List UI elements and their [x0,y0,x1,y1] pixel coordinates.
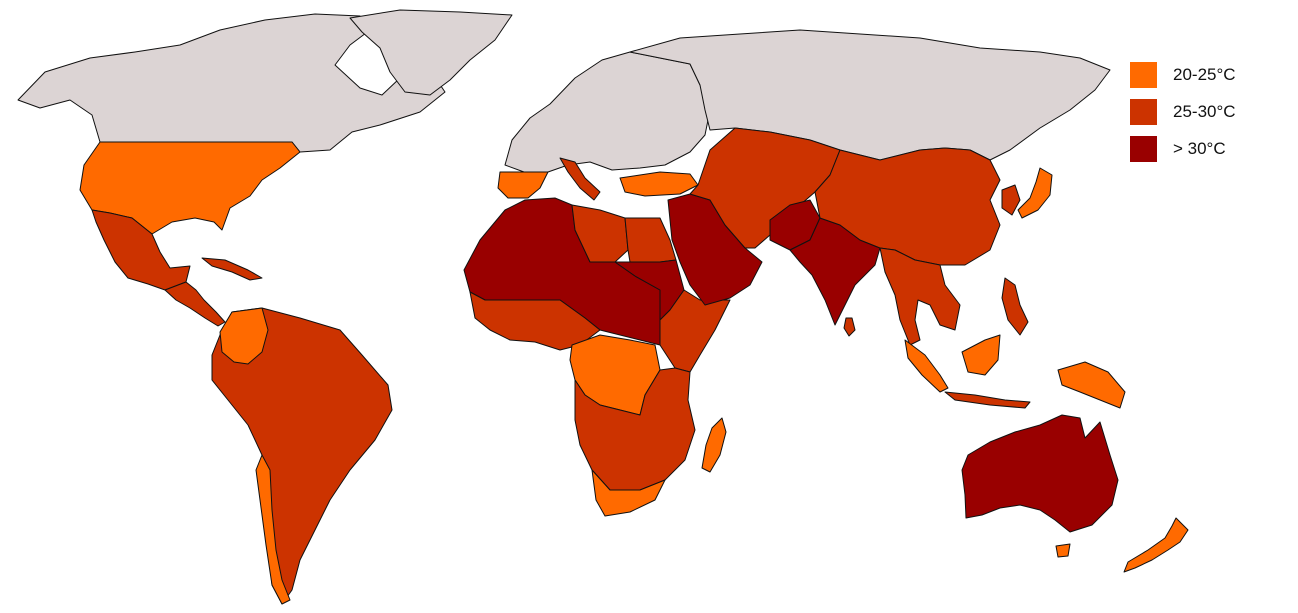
legend-swatch [1130,136,1157,162]
region-sri-lanka [843,317,856,337]
region-chile [255,454,291,605]
region-colombia [219,307,269,365]
region-borneo [961,334,1001,376]
region-south-america [211,307,393,605]
region-java [944,391,1031,409]
region-new-guinea [1057,361,1126,409]
region-south-africa [591,469,666,517]
region-australia [961,414,1119,533]
region-southeast-asia [879,247,961,346]
region-korea [1001,184,1021,216]
region-sumatra [904,339,949,393]
legend-item-20-25: 20-25°C [1130,62,1236,88]
region-horn-of-africa [659,289,731,373]
legend-label: 20-25°C [1173,65,1236,84]
region-china [814,147,1001,266]
region-libya [571,204,629,263]
legend-swatch [1130,62,1157,88]
map-legend: 20-25°C 25-30°C > 30°C [1130,62,1236,173]
region-iberia [497,171,549,199]
region-west-africa [469,291,601,351]
region-europe [504,51,711,173]
region-cuba [201,257,263,281]
region-italy [559,157,601,201]
region-greenland [349,9,513,96]
region-madagascar [701,417,727,473]
legend-item-over-30: > 30°C [1130,136,1236,162]
legend-item-25-30: 25-30°C [1130,99,1236,125]
region-new-zealand [1123,517,1189,573]
region-turkey [619,171,699,197]
region-central-america [164,281,226,327]
legend-swatch [1130,99,1157,125]
region-japan [1017,167,1053,219]
region-tasmania [1055,543,1071,558]
legend-label: 25-30°C [1173,102,1236,121]
region-philippines [1001,277,1029,336]
legend-label: > 30°C [1173,139,1226,158]
